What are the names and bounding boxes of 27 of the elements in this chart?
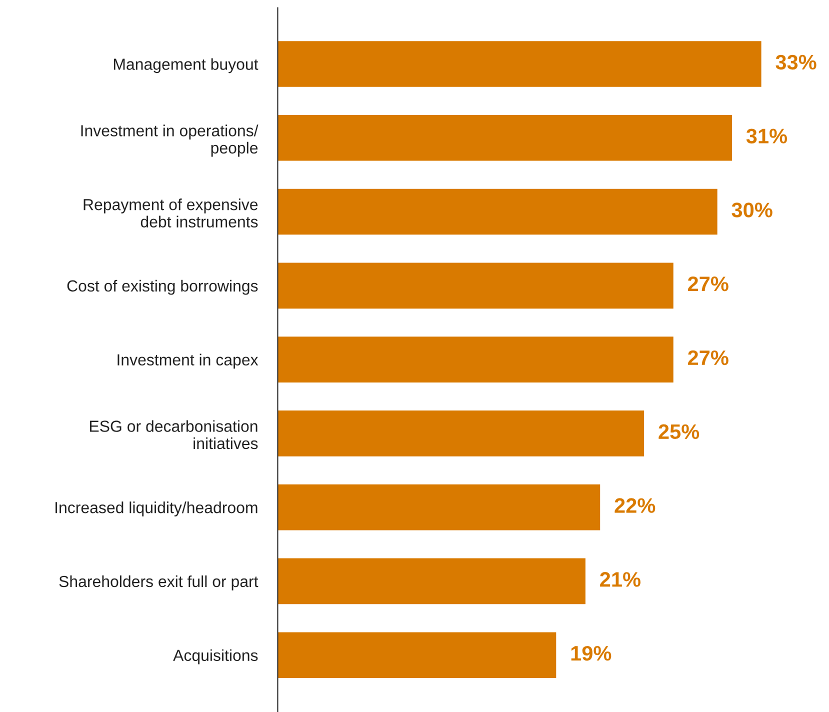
data-label: 33%: [776, 54, 816, 70]
bar: [278, 632, 556, 678]
y-tick-label: Investment in capex: [118, 354, 258, 369]
bar: [278, 336, 674, 382]
data-label: 25%: [658, 424, 700, 440]
data-label: 30%: [732, 202, 772, 218]
y-tick-label: Repayment of expensive debt instruments: [84, 198, 258, 228]
y-tick-label: Increased liquidity/headroom: [56, 502, 258, 516]
data-label: 27%: [688, 276, 728, 292]
data-label: 22%: [614, 498, 656, 513]
data-label: 19%: [571, 646, 612, 661]
y-tick-label: Acquisitions: [173, 649, 258, 664]
bar: [278, 484, 600, 530]
data-label: 27%: [688, 350, 728, 366]
bar: [278, 262, 674, 309]
y-tick-label: Management buyout: [114, 58, 258, 74]
data-label: 31%: [746, 128, 788, 144]
bar: [278, 558, 586, 604]
y-tick-label: ESG or decarbonisation initiatives: [90, 420, 258, 450]
y-tick-label: Shareholders exit full or part: [59, 575, 258, 590]
bar: [278, 188, 718, 235]
bar: [278, 114, 732, 161]
bar: [278, 41, 762, 87]
bar: [278, 410, 644, 456]
data-label: 21%: [600, 572, 640, 587]
y-tick-label: Cost of existing borrowings: [67, 280, 258, 295]
y-tick-label: Investment in operations/ people: [81, 124, 258, 157]
